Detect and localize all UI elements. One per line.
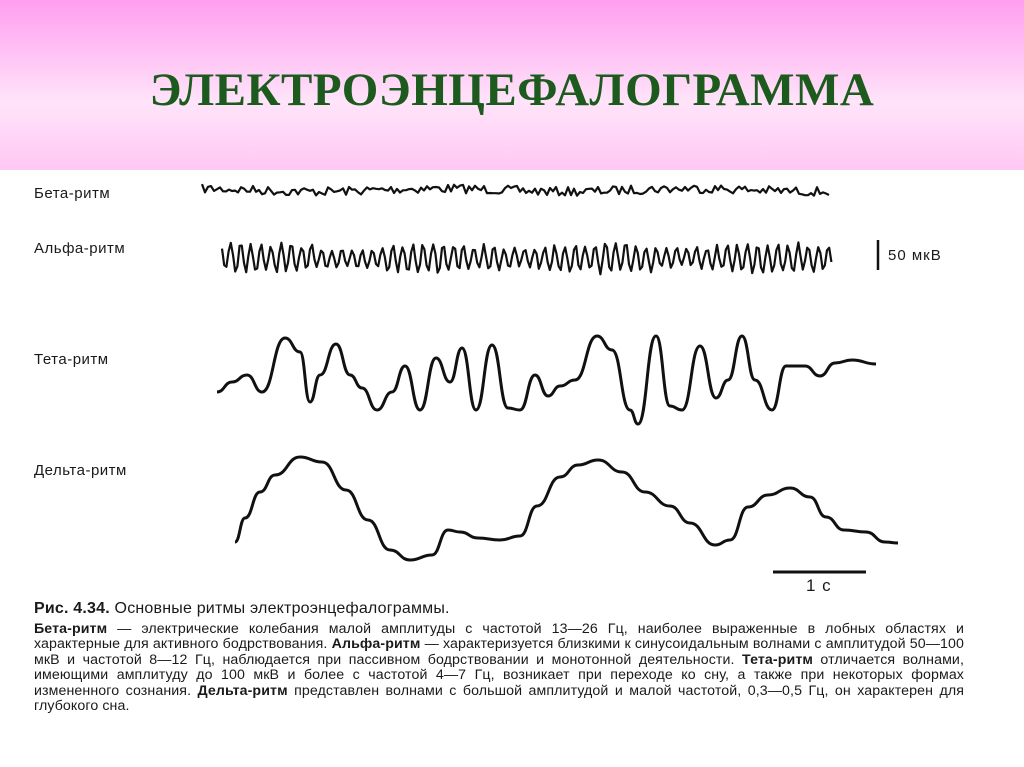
caption-body: Бета-ритм — электрические колебания мало… [34, 621, 965, 715]
caption-delta-term: Дельта-ритм [197, 682, 288, 699]
caption-alpha-text: — характеризуется близкими к синусоидаль… [34, 636, 965, 668]
delta-rhythm-label: Дельта-ритм [34, 462, 127, 479]
caption-delta-text: представлен волнами с большой амплитудой… [34, 682, 964, 715]
caption-beta-text: — электрические колебания малой амплитуд… [34, 621, 964, 653]
beta-rhythm-label: Бета-ритм [34, 185, 111, 202]
theta-trace [216, 334, 877, 426]
beta-trace [200, 183, 830, 197]
theta-rhythm-label: Тета-ритм [34, 351, 109, 368]
title-band: ЭЛЕКТРОЭНЦЕФАЛОГРАММА [0, 0, 1024, 170]
caption-theta-text: отличается волнами, имеющими амплитуду д… [34, 651, 965, 699]
caption-title: Рис. 4.34. Основные ритмы электроэнцефал… [34, 600, 964, 618]
eeg-traces [200, 183, 899, 574]
caption-beta-term: Бета-ритм [34, 621, 108, 637]
alpha-trace [220, 241, 833, 276]
caption-theta-term: Тета-ритм [742, 651, 813, 668]
eeg-figure: Бета-ритм Альфа-ритм Тета-ритм Дельта-ри… [0, 170, 1024, 767]
figure-caption: Рис. 4.34. Основные ритмы электроэнцефал… [34, 600, 964, 714]
page-title: ЭЛЕКТРОЭНЦЕФАЛОГРАММА [149, 64, 875, 116]
time-scale-label: 1 с [806, 576, 832, 595]
caption-figure-number: Рис. 4.34. [34, 600, 110, 617]
delta-trace [234, 455, 899, 562]
caption-figure-title: Основные ритмы электроэнцефалограммы. [114, 600, 450, 617]
amplitude-scale-label: 50 мкВ [888, 247, 942, 264]
caption-alpha-term: Альфа-ритм [331, 636, 421, 653]
alpha-rhythm-label: Альфа-ритм [34, 240, 126, 257]
